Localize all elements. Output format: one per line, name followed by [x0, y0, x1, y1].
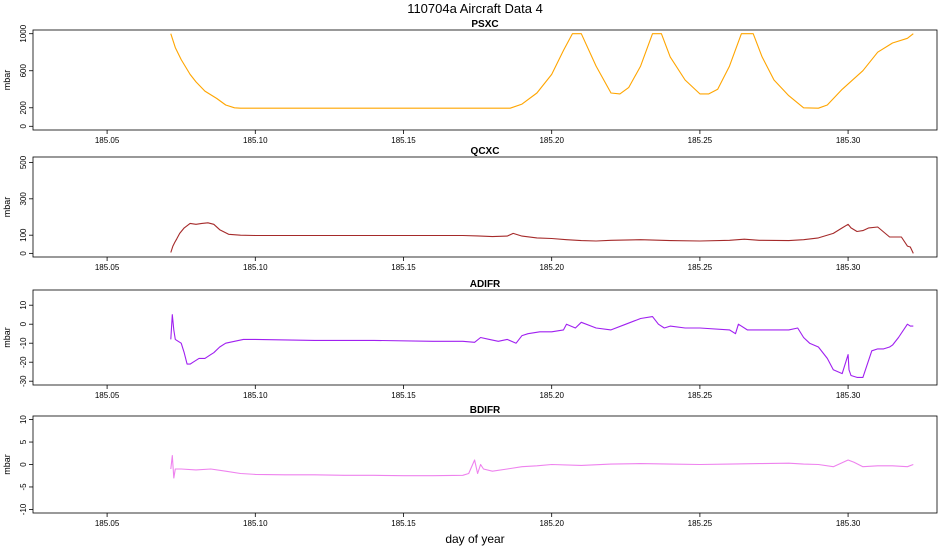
panel-3-y-tick-label: 0 [19, 321, 28, 326]
panel-1-frame [32, 29, 938, 131]
panel-3-x-tick-label: 185.20 [539, 391, 564, 400]
chart-title: 110704a Aircraft Data 4 [407, 1, 543, 16]
panel-1-x-tick-label: 185.30 [836, 136, 861, 145]
panel-2-x-tick-label: 185.20 [539, 263, 564, 272]
panel-3-title: ADIFR [470, 279, 501, 290]
panel-1-x-tick-label: 185.20 [539, 136, 564, 145]
panel-2-x-tick-label: 185.05 [95, 263, 120, 272]
panel-2-y-tick-label: 300 [19, 192, 28, 206]
panel-4-y-tick-label: 0 [19, 462, 28, 467]
panel-2-title: QCXC [471, 146, 500, 157]
panel-2-x-tick-label: 185.30 [836, 263, 861, 272]
panel-1-series-line [170, 33, 914, 109]
panel-2-x-tick-label: 185.15 [391, 263, 416, 272]
panel-4-y-tick-label: -10 [19, 503, 28, 515]
panel-4-x-tick-label: 185.30 [836, 519, 861, 528]
panel-3-y-tick-label: -10 [19, 337, 28, 349]
panel-2-y-axis-label: mbar [2, 197, 12, 218]
panel-2-y-tick-label: 500 [19, 155, 28, 169]
panel-4-y-tick-label: -5 [19, 483, 28, 491]
panel-3-x-tick-label: 185.05 [95, 391, 120, 400]
panel-1-y-axis-label: mbar [2, 70, 12, 91]
x-axis-label: day of year [445, 532, 504, 546]
panel-3-x-tick-label: 185.25 [688, 391, 713, 400]
panel-3-x-tick-label: 185.30 [836, 391, 861, 400]
panel-2-series-line [170, 222, 914, 254]
panel-3-y-tick-label: 10 [19, 300, 28, 309]
panel-4-x-tick-label: 185.25 [688, 519, 713, 528]
panel-4-y-tick-label: 10 [19, 415, 28, 424]
panel-3-y-tick-label: -30 [19, 375, 28, 387]
panel-4-series-line [170, 454, 914, 479]
panel-2-frame [32, 156, 938, 258]
panel-4-title: BDIFR [470, 405, 501, 416]
panel-2-y-tick-label: 0 [19, 251, 28, 256]
panel-3-y-axis-label: mbar [2, 327, 12, 348]
panel-3-x-tick-label: 185.15 [391, 391, 416, 400]
panel-1-x-tick-label: 185.25 [688, 136, 713, 145]
panel-1-x-tick-label: 185.15 [391, 136, 416, 145]
panel-2-x-tick-label: 185.25 [688, 263, 713, 272]
panel-2-y-tick-label: 100 [19, 228, 28, 242]
panel-1-y-tick-label: 0 [19, 124, 28, 129]
panel-2-x-tick-label: 185.10 [243, 263, 268, 272]
panel-1-x-tick-label: 185.10 [243, 136, 268, 145]
panel-4-y-tick-label: 5 [19, 439, 28, 444]
panel-4-y-axis-label: mbar [2, 454, 12, 475]
panel-4-x-tick-label: 185.15 [391, 519, 416, 528]
panel-3-series-line [170, 314, 914, 378]
panel-4-x-tick-label: 185.10 [243, 519, 268, 528]
panel-4-x-tick-label: 185.20 [539, 519, 564, 528]
panel-1-x-tick-label: 185.05 [95, 136, 120, 145]
panel-3-x-tick-label: 185.10 [243, 391, 268, 400]
panel-1-y-tick-label: 200 [19, 101, 28, 115]
panel-3-y-tick-label: -20 [19, 356, 28, 368]
chart-panels: PSXC 185.05 185.10 185.15 185.20 185.25 185.30… [2, 19, 938, 528]
panel-4-x-tick-label: 185.05 [95, 519, 120, 528]
panel-1-y-tick-label: 600 [19, 64, 28, 78]
panel-1-title: PSXC [471, 19, 498, 30]
panel-1-y-tick-label: 1000 [19, 24, 28, 42]
panel-3-frame [32, 289, 938, 386]
